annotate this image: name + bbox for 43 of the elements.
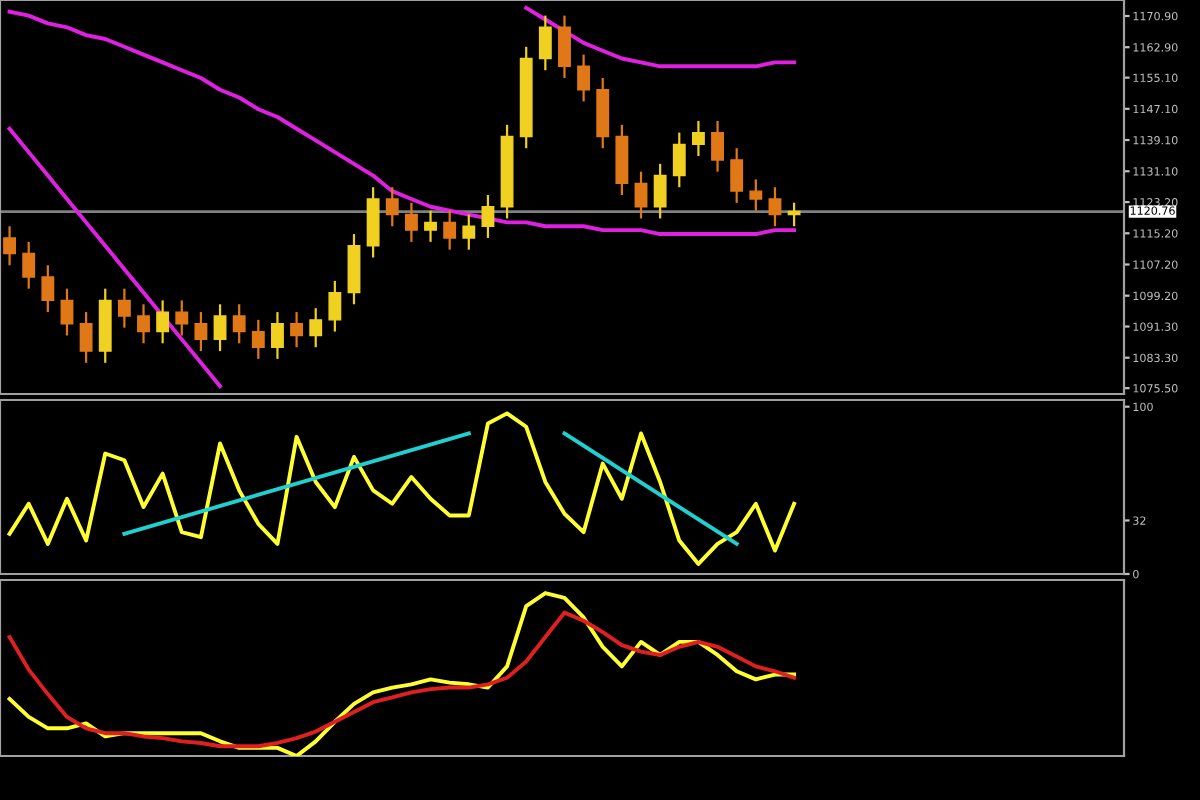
- candlestick: [787, 201, 801, 228]
- candlestick: [730, 147, 744, 204]
- candlestick: [672, 131, 686, 189]
- candlestick: [366, 186, 380, 259]
- candlestick: [60, 287, 74, 337]
- candlestick: [251, 318, 265, 360]
- candlestick: [213, 303, 227, 353]
- candlestick: [481, 193, 495, 240]
- line-series: [7, 126, 222, 389]
- candlestick: [691, 119, 705, 158]
- candlestick: [615, 123, 629, 197]
- candlestick: [194, 310, 208, 353]
- candlestick: [443, 209, 457, 251]
- candlestick: [3, 225, 17, 267]
- candlestick: [328, 279, 342, 333]
- candlestick: [385, 186, 399, 228]
- candlestick: [404, 201, 418, 243]
- candlestick: [711, 119, 724, 173]
- candlestick: [156, 299, 170, 345]
- candlestick: [768, 186, 782, 228]
- candlestick: [79, 310, 93, 364]
- candlestick: [309, 307, 323, 349]
- candlestick: [577, 53, 591, 103]
- candlestick: [137, 303, 150, 345]
- candlestick: [347, 232, 361, 306]
- line-series: [7, 9, 797, 237]
- candlestick: [558, 14, 571, 80]
- candlestick: [749, 178, 763, 212]
- line-series: [524, 5, 797, 69]
- candlestick: [232, 303, 246, 345]
- candlestick: [653, 162, 667, 220]
- candlestick: [634, 170, 648, 220]
- line-series: [7, 411, 797, 566]
- candlestick: [596, 76, 610, 150]
- candlestick: [538, 14, 552, 72]
- candlestick: [290, 310, 304, 349]
- candlestick: [175, 299, 189, 337]
- candlestick: [41, 264, 55, 314]
- candlestick: [271, 310, 284, 360]
- candlestick: [22, 240, 36, 290]
- candlestick: [117, 287, 131, 329]
- candlestick: [462, 213, 476, 251]
- candlestick: [424, 209, 437, 243]
